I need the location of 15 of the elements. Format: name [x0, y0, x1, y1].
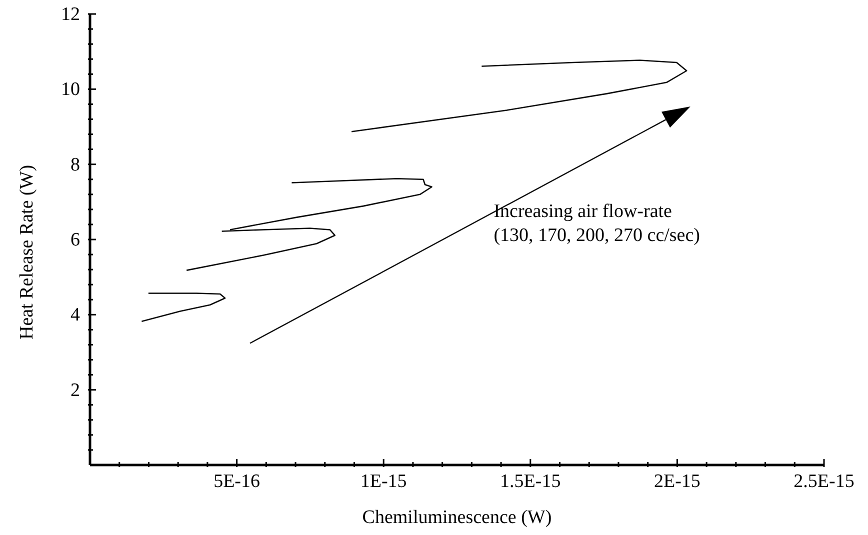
x-tick-label: 1E-15: [360, 471, 407, 492]
x-tick-label: 2E-15: [654, 471, 700, 492]
y-axis-title: Heat Release Rate (W): [16, 164, 38, 340]
x-tick-label: 5E-16: [214, 471, 260, 492]
x-tick-label: 1.5E-15: [500, 471, 561, 492]
y-tick-label: 2: [70, 380, 80, 401]
y-tick-label: 10: [61, 79, 80, 100]
x-axis-title: Chemiluminescence (W): [362, 507, 552, 528]
y-tick-label: 6: [70, 230, 80, 250]
x-tick-label: 2.5E-15: [794, 471, 854, 492]
annotation: (130, 170, 200, 270 cc/sec): [494, 224, 700, 246]
y-tick-label: 4: [70, 304, 80, 326]
y-tick-label: 12: [61, 4, 80, 25]
y-tick-label: 8: [70, 154, 80, 176]
annotation: Increasing air flow-rate: [494, 200, 672, 222]
